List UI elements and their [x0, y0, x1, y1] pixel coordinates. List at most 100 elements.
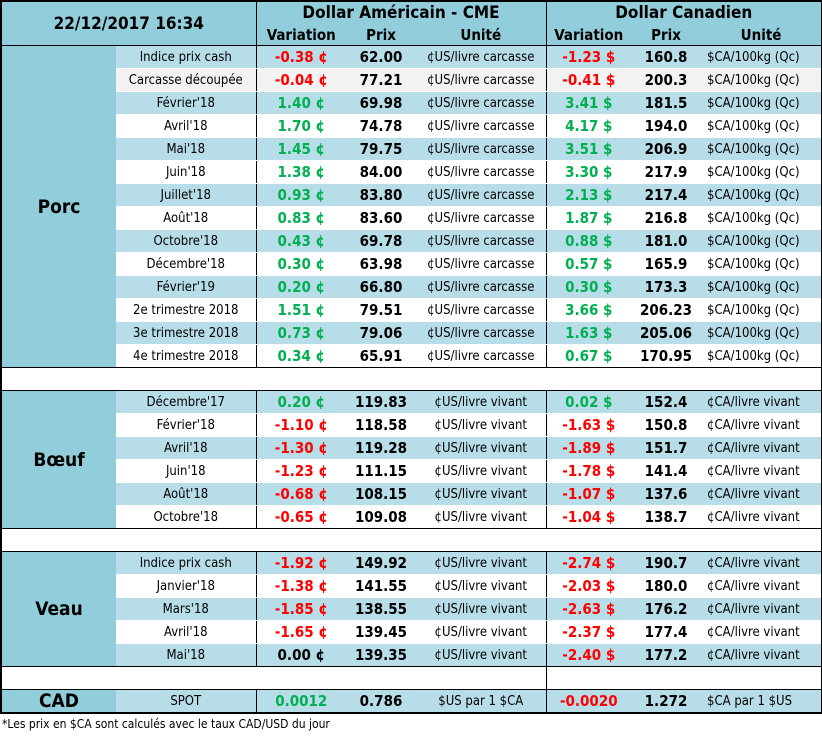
usd-variation: -1.30 ¢	[255, 436, 346, 460]
cad-prix: 137.6	[631, 482, 702, 506]
usd-prix: 84.00	[346, 160, 416, 184]
cad-variation: 0.30 $	[545, 275, 632, 299]
cad-variation: -0.41 $	[545, 68, 632, 92]
cad-prix: 177.2	[631, 643, 702, 667]
cad-unit: $CA/100kg (Qc)	[701, 206, 822, 230]
usd-unit: ¢US/livre vivant	[416, 551, 547, 575]
usd-variation: 1.40 ¢	[255, 91, 346, 115]
table-row: Janvier'18 -1.38 ¢ 141.55 ¢US/livre vivant -…	[1, 574, 822, 598]
usd-variation: -0.38 ¢	[255, 45, 346, 69]
cad-unit: ¢CA/livre vivant	[701, 390, 822, 414]
usd-unit: ¢US/livre carcasse	[416, 252, 547, 276]
usd-unit: ¢US/livre carcasse	[416, 321, 547, 345]
table-row: Veau Indice prix cash -1.92 ¢ 149.92 ¢US/liv…	[1, 551, 822, 667]
usd-variation: 0.83 ¢	[255, 206, 346, 230]
cad-prix: 217.9	[631, 160, 702, 184]
row-label: 2e trimestre 2018	[116, 298, 256, 322]
row-label: Août'18	[116, 482, 256, 506]
usd-variation: -1.85 ¢	[255, 597, 346, 621]
cad-variation: -2.03 $	[545, 574, 632, 598]
cad-variation: 0.67 $	[545, 344, 632, 368]
usd-prix: 108.15	[346, 482, 416, 506]
cad-unit: $CA/100kg (Qc)	[701, 45, 822, 69]
usd-variation: 0.43 ¢	[255, 229, 346, 253]
usd-unit: ¢US/livre carcasse	[416, 275, 547, 299]
row-label: 3e trimestre 2018	[116, 321, 256, 345]
usd-variation: -0.68 ¢	[255, 482, 346, 506]
cad-variation: 3.51 $	[545, 137, 632, 161]
usd-variation: 1.70 ¢	[255, 114, 346, 138]
cad-variation: -1.89 $	[545, 436, 632, 460]
cad-unit: $CA/100kg (Qc)	[701, 91, 822, 115]
table-row: Carcasse découpée -0.04 ¢ 77.21 ¢US/livre c…	[1, 68, 822, 92]
usd-variation: 1.45 ¢	[255, 137, 346, 161]
cad-unit: $CA/100kg (Qc)	[701, 137, 822, 161]
row-label: Juin'18	[116, 160, 256, 184]
row-label: Février'19	[116, 275, 256, 299]
usd-prix: 119.83	[346, 390, 416, 414]
cad-unit: $CA/100kg (Qc)	[701, 321, 822, 345]
usd-unit: ¢US/livre carcasse	[416, 91, 547, 115]
cad-prix: 151.7	[631, 436, 702, 460]
spacer	[1, 528, 822, 552]
usd-unit: ¢US/livre vivant	[416, 620, 547, 644]
row-label: Août'18	[116, 206, 256, 230]
usd-prix: 109.08	[346, 505, 416, 529]
table-row: Mai'18 0.00 ¢ 139.35 ¢US/livre vivant -2.40 …	[1, 643, 822, 667]
table-row: Octobre'18 -0.65 ¢ 109.08 ¢US/livre vivant -…	[1, 505, 822, 529]
usd-variation: 0.93 ¢	[255, 183, 346, 207]
table-row: Octobre'18 0.43 ¢ 69.78 ¢US/livre carcasse 0…	[1, 229, 822, 253]
table-row: CAD SPOT 0.0012 0.786 $US par 1 $CA -0.0020 1.…	[1, 689, 822, 714]
cad-unit: ¢CA/livre vivant	[701, 551, 822, 575]
usd-variation: 0.20 ¢	[255, 390, 346, 414]
usd-variation: -0.04 ¢	[255, 68, 346, 92]
usd-prix: 65.91	[346, 344, 416, 368]
row-label: 4e trimestre 2018	[116, 344, 256, 368]
usd-unit: ¢US/livre carcasse	[416, 206, 547, 230]
usd-variation: 0.73 ¢	[255, 321, 346, 345]
cad-variation: -1.78 $	[545, 459, 632, 483]
usd-prix: 79.75	[346, 137, 416, 161]
table-row: 4e trimestre 2018 0.34 ¢ 65.91 ¢US/livre ca…	[1, 344, 822, 368]
cad-variation: 2.13 $	[545, 183, 632, 207]
cad-variation: -1.63 $	[545, 413, 632, 437]
table-row: Décembre'18 0.30 ¢ 63.98 ¢US/livre carcasse…	[1, 252, 822, 276]
datetime: 22/12/2017 16:34	[1, 1, 256, 46]
usd-unit: ¢US/livre carcasse	[416, 114, 547, 138]
usd-unit: ¢US/livre vivant	[416, 574, 547, 598]
cad-prix: 194.0	[631, 114, 702, 138]
cad-variation: 0.88 $	[545, 229, 632, 253]
spacer	[1, 367, 822, 391]
cad-prix: 165.9	[631, 252, 702, 276]
usd-unit: ¢US/livre vivant	[416, 436, 547, 460]
cad-variation: 0.02 $	[545, 390, 632, 414]
cad-prix: 205.06	[631, 321, 702, 345]
usd-prix: 141.55	[346, 574, 416, 598]
cad-variation: -1.23 $	[545, 45, 632, 69]
cad-prix: 206.23	[631, 298, 702, 322]
usd-prix: 118.58	[346, 413, 416, 437]
row-label: Avril'18	[116, 114, 256, 138]
usd-unit: ¢US/livre vivant	[416, 643, 547, 667]
table-row: Mars'18 -1.85 ¢ 138.55 ¢US/livre vivant -2.6…	[1, 597, 822, 621]
row-label: Mars'18	[116, 597, 256, 621]
cad-prix: 181.0	[631, 229, 702, 253]
cad-prix: 173.3	[631, 275, 702, 299]
cad-prix: 170.95	[631, 344, 702, 368]
cad-unit: $CA/100kg (Qc)	[701, 275, 822, 299]
cad-prix: 217.4	[631, 183, 702, 207]
table-row: Avril'18 -1.30 ¢ 119.28 ¢US/livre vivant -1.…	[1, 436, 822, 460]
row-label: Mai'18	[116, 137, 256, 161]
usd-variation: 1.51 ¢	[255, 298, 346, 322]
row-label: Mai'18	[116, 643, 256, 667]
usd-variation: -1.92 ¢	[255, 551, 346, 575]
cad-prix: 216.8	[631, 206, 702, 230]
usd-prix: 139.35	[346, 643, 416, 667]
cad-unite-header: Unité	[701, 24, 822, 46]
usd-prix: 139.45	[346, 620, 416, 644]
cad-unit: $CA/100kg (Qc)	[701, 160, 822, 184]
row-label: Janvier'18	[116, 574, 256, 598]
cad-unit: ¢CA/livre vivant	[701, 436, 822, 460]
usd-prix: 74.78	[346, 114, 416, 138]
row-label: Juin'18	[116, 459, 256, 483]
